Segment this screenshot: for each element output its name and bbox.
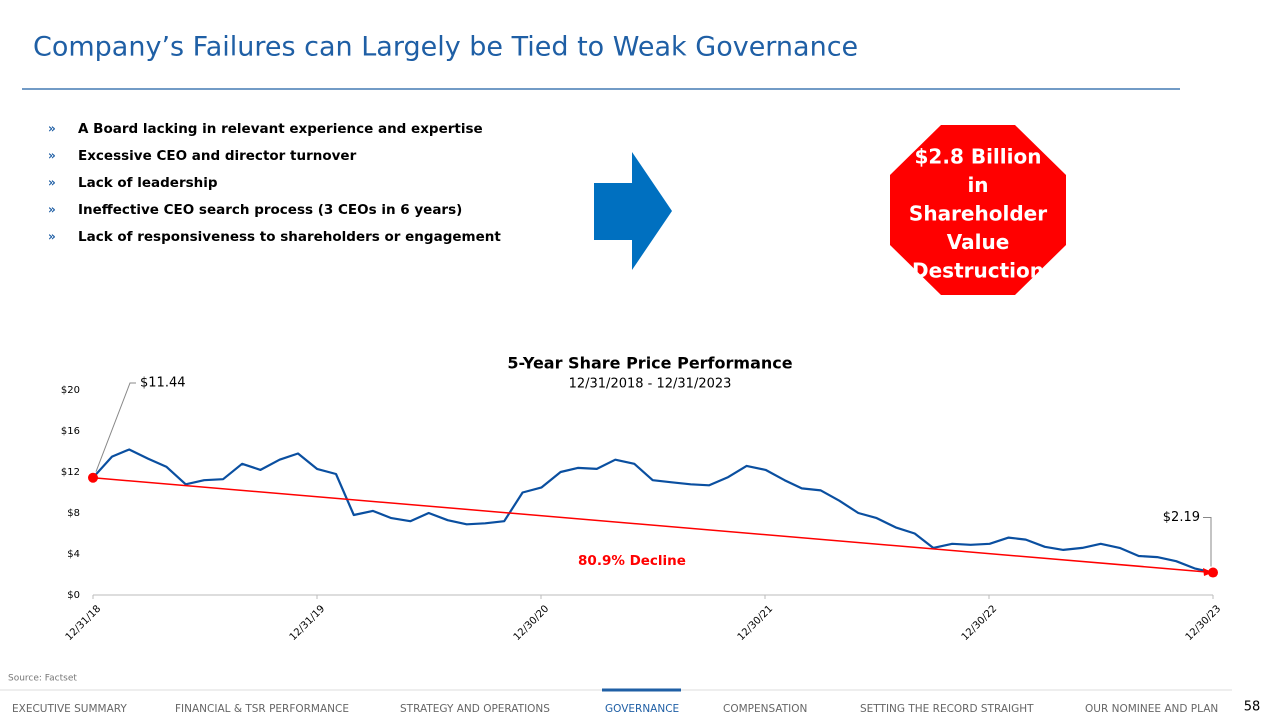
end-leader	[1203, 517, 1212, 567]
x-tick-label: 12/30/20	[512, 603, 552, 643]
nav-item[interactable]: COMPENSATION	[723, 703, 807, 715]
x-tick-label: 12/31/19	[288, 603, 328, 643]
bullet-marker: »	[48, 230, 56, 244]
x-tick-label: 12/31/18	[64, 603, 104, 643]
y-tick-label: $20	[61, 385, 80, 396]
source-note: Source: Factset	[8, 674, 77, 684]
y-tick-label: $0	[67, 590, 80, 601]
bullet-text: Ineffective CEO search process (3 CEOs i…	[78, 202, 462, 218]
chart-subtitle: 12/31/2018 - 12/31/2023	[569, 377, 732, 392]
callout-line: Destruction	[912, 259, 1044, 283]
bullet-text: Lack of leadership	[78, 175, 218, 191]
callout-line: $2.8 Billion	[915, 145, 1042, 169]
nav-item[interactable]: SETTING THE RECORD STRAIGHT	[860, 703, 1034, 715]
bullet-marker: »	[48, 149, 56, 163]
trend-arrowhead	[1203, 568, 1213, 577]
y-tick-label: $8	[67, 508, 80, 519]
end-label: $2.19	[1163, 510, 1200, 525]
nav-item[interactable]: OUR NOMINEE AND PLAN	[1085, 703, 1218, 715]
y-tick-label: $4	[67, 549, 80, 560]
bullet-marker: »	[48, 203, 56, 217]
trend-label: 80.9% Decline	[578, 553, 686, 569]
bullet-text: Excessive CEO and director turnover	[78, 148, 357, 164]
stop-sign	[890, 125, 1066, 295]
trend-line	[92, 476, 1206, 573]
start-label: $11.44	[140, 376, 186, 391]
bullet-text: Lack of responsiveness to shareholders o…	[78, 229, 501, 245]
arrow	[594, 152, 672, 270]
page-number: 58	[1244, 700, 1261, 715]
slide-title: Company’s Failures can Largely be Tied t…	[33, 32, 858, 63]
start-point	[88, 472, 98, 483]
callout-line: Value	[947, 230, 1010, 254]
nav-item[interactable]: FINANCIAL & TSR PERFORMANCE	[175, 703, 349, 715]
bullet-text: A Board lacking in relevant experience a…	[78, 121, 483, 137]
y-tick-label: $12	[61, 467, 80, 478]
callout-line: Shareholder	[909, 202, 1047, 226]
x-tick-label: 12/30/22	[960, 603, 1000, 643]
nav-item[interactable]: GOVERNANCE	[605, 703, 679, 715]
bullet-marker: »	[48, 176, 56, 190]
x-tick-label: 12/30/23	[1184, 603, 1224, 643]
y-tick-label: $16	[61, 426, 80, 437]
callout-line: in	[967, 173, 988, 197]
nav-item[interactable]: STRATEGY AND OPERATIONS	[400, 703, 550, 715]
chart-title: 5-Year Share Price Performance	[507, 354, 792, 373]
bullet-marker: »	[48, 122, 56, 136]
price-line	[92, 448, 1214, 574]
start-leader	[95, 382, 136, 472]
end-point	[1208, 567, 1218, 578]
x-tick-label: 12/30/21	[736, 603, 776, 643]
nav-item[interactable]: EXECUTIVE SUMMARY	[12, 703, 127, 715]
